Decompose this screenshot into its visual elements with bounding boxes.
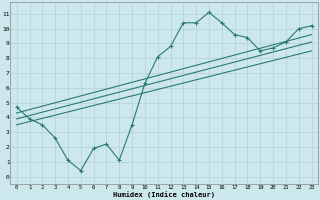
X-axis label: Humidex (Indice chaleur): Humidex (Indice chaleur) bbox=[113, 191, 215, 198]
